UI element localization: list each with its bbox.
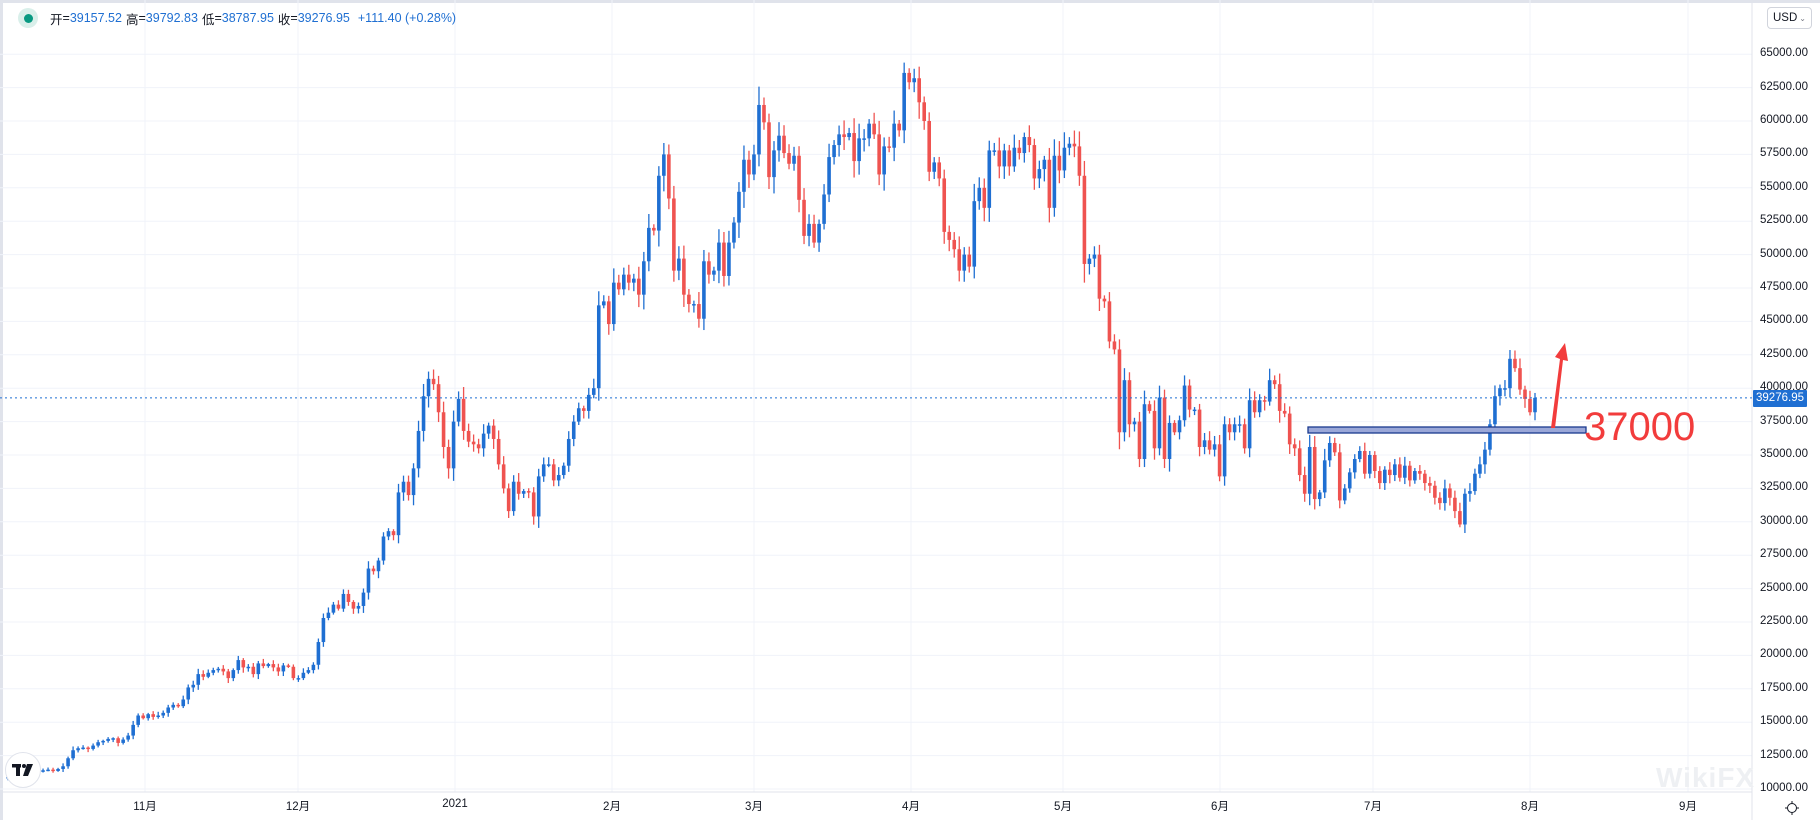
- candlestick-series: [6, 62, 1537, 781]
- time-tick-label: 12月: [285, 801, 311, 813]
- tradingview-logo[interactable]: [5, 752, 41, 788]
- watermark: WikiFX: [1656, 762, 1756, 793]
- equals: =: [290, 11, 298, 25]
- time-tick-label: 2月: [603, 801, 621, 813]
- equals: =: [62, 11, 70, 25]
- price-tick-label: 32500.00: [1760, 481, 1808, 494]
- settings-gear-icon[interactable]: [1784, 800, 1800, 816]
- low-value: 38787.95: [221, 11, 274, 25]
- price-tick-label: 30000.00: [1760, 514, 1808, 527]
- currency-label: USD: [1773, 12, 1798, 24]
- change-value: +111.40 (+0.28%): [357, 11, 457, 25]
- time-tick-label: 11月: [133, 801, 157, 813]
- price-tick-label: 35000.00: [1760, 448, 1808, 460]
- time-tick-label: 6月: [1211, 801, 1229, 813]
- price-tick-label: 45000.00: [1760, 314, 1808, 327]
- price-tick-label: 17500.00: [1760, 681, 1808, 694]
- tradingview-logo-icon: [12, 764, 33, 776]
- ohlc-legend: 开 = 39157.52 高 = 39792.83 低 = 38787.95 收 = 39276…: [18, 8, 456, 28]
- price-tick-label: 60000.00: [1760, 114, 1808, 126]
- price-tick-label: 10000.00: [1760, 782, 1808, 794]
- price-tick-label: 27500.00: [1760, 548, 1808, 561]
- open-label: 开: [50, 12, 63, 27]
- close-label: 收: [277, 12, 291, 27]
- price-tick-label: 65000.00: [1760, 47, 1808, 60]
- time-tick-label: 2021: [442, 798, 468, 810]
- annotation-text[interactable]: 37000: [1584, 405, 1696, 449]
- open-value: 39157.52: [69, 11, 122, 25]
- time-tick-label: 5月: [1054, 801, 1072, 813]
- price-tick-label: 55000.00: [1760, 180, 1808, 193]
- price-tick-label: 22500.00: [1760, 615, 1808, 627]
- price-tick-label: 52500.00: [1760, 214, 1808, 227]
- price-tick-label: 57500.00: [1760, 147, 1808, 160]
- equals: =: [214, 11, 222, 25]
- price-tick-label: 15000.00: [1760, 715, 1808, 728]
- time-tick-label: 9月: [1679, 801, 1697, 813]
- price-tick-label: 42500.00: [1760, 347, 1808, 360]
- close-value: 39276.95: [297, 11, 350, 25]
- last-price-label: 39276.95: [1753, 390, 1807, 407]
- time-tick-label: 3月: [745, 801, 763, 813]
- equals: =: [138, 11, 146, 25]
- grid-lines: [0, 0, 1752, 792]
- axis-lines: [0, 0, 1753, 820]
- status-dot: [23, 13, 33, 23]
- time-tick-label: 8月: [1521, 801, 1539, 813]
- support-zone[interactable]: [1307, 426, 1587, 434]
- price-tick-label: 47500.00: [1760, 281, 1808, 293]
- price-tick-label: 37500.00: [1760, 414, 1808, 427]
- left-toolbar-edge: [0, 0, 3, 820]
- chevron-down-icon: ⌄: [1799, 13, 1806, 23]
- time-tick-label: 7月: [1364, 801, 1382, 813]
- arrow-up-icon: [1551, 343, 1568, 428]
- support-annotation[interactable]: [1307, 343, 1587, 434]
- price-tick-label: 50000.00: [1760, 247, 1808, 260]
- time-tick-label: 4月: [902, 801, 920, 813]
- top-border: [0, 0, 1820, 3]
- low-label: 低: [201, 12, 215, 27]
- price-tick-label: 62500.00: [1760, 80, 1808, 93]
- price-tick-label: 20000.00: [1760, 648, 1808, 661]
- currency-button[interactable]: USD ⌄: [1767, 7, 1812, 29]
- high-value: 39792.83: [145, 11, 198, 25]
- high-label: 高: [125, 12, 139, 27]
- price-tick-label: 12500.00: [1760, 748, 1808, 761]
- market-status-icon[interactable]: [18, 8, 38, 28]
- price-tick-label: 25000.00: [1760, 581, 1808, 594]
